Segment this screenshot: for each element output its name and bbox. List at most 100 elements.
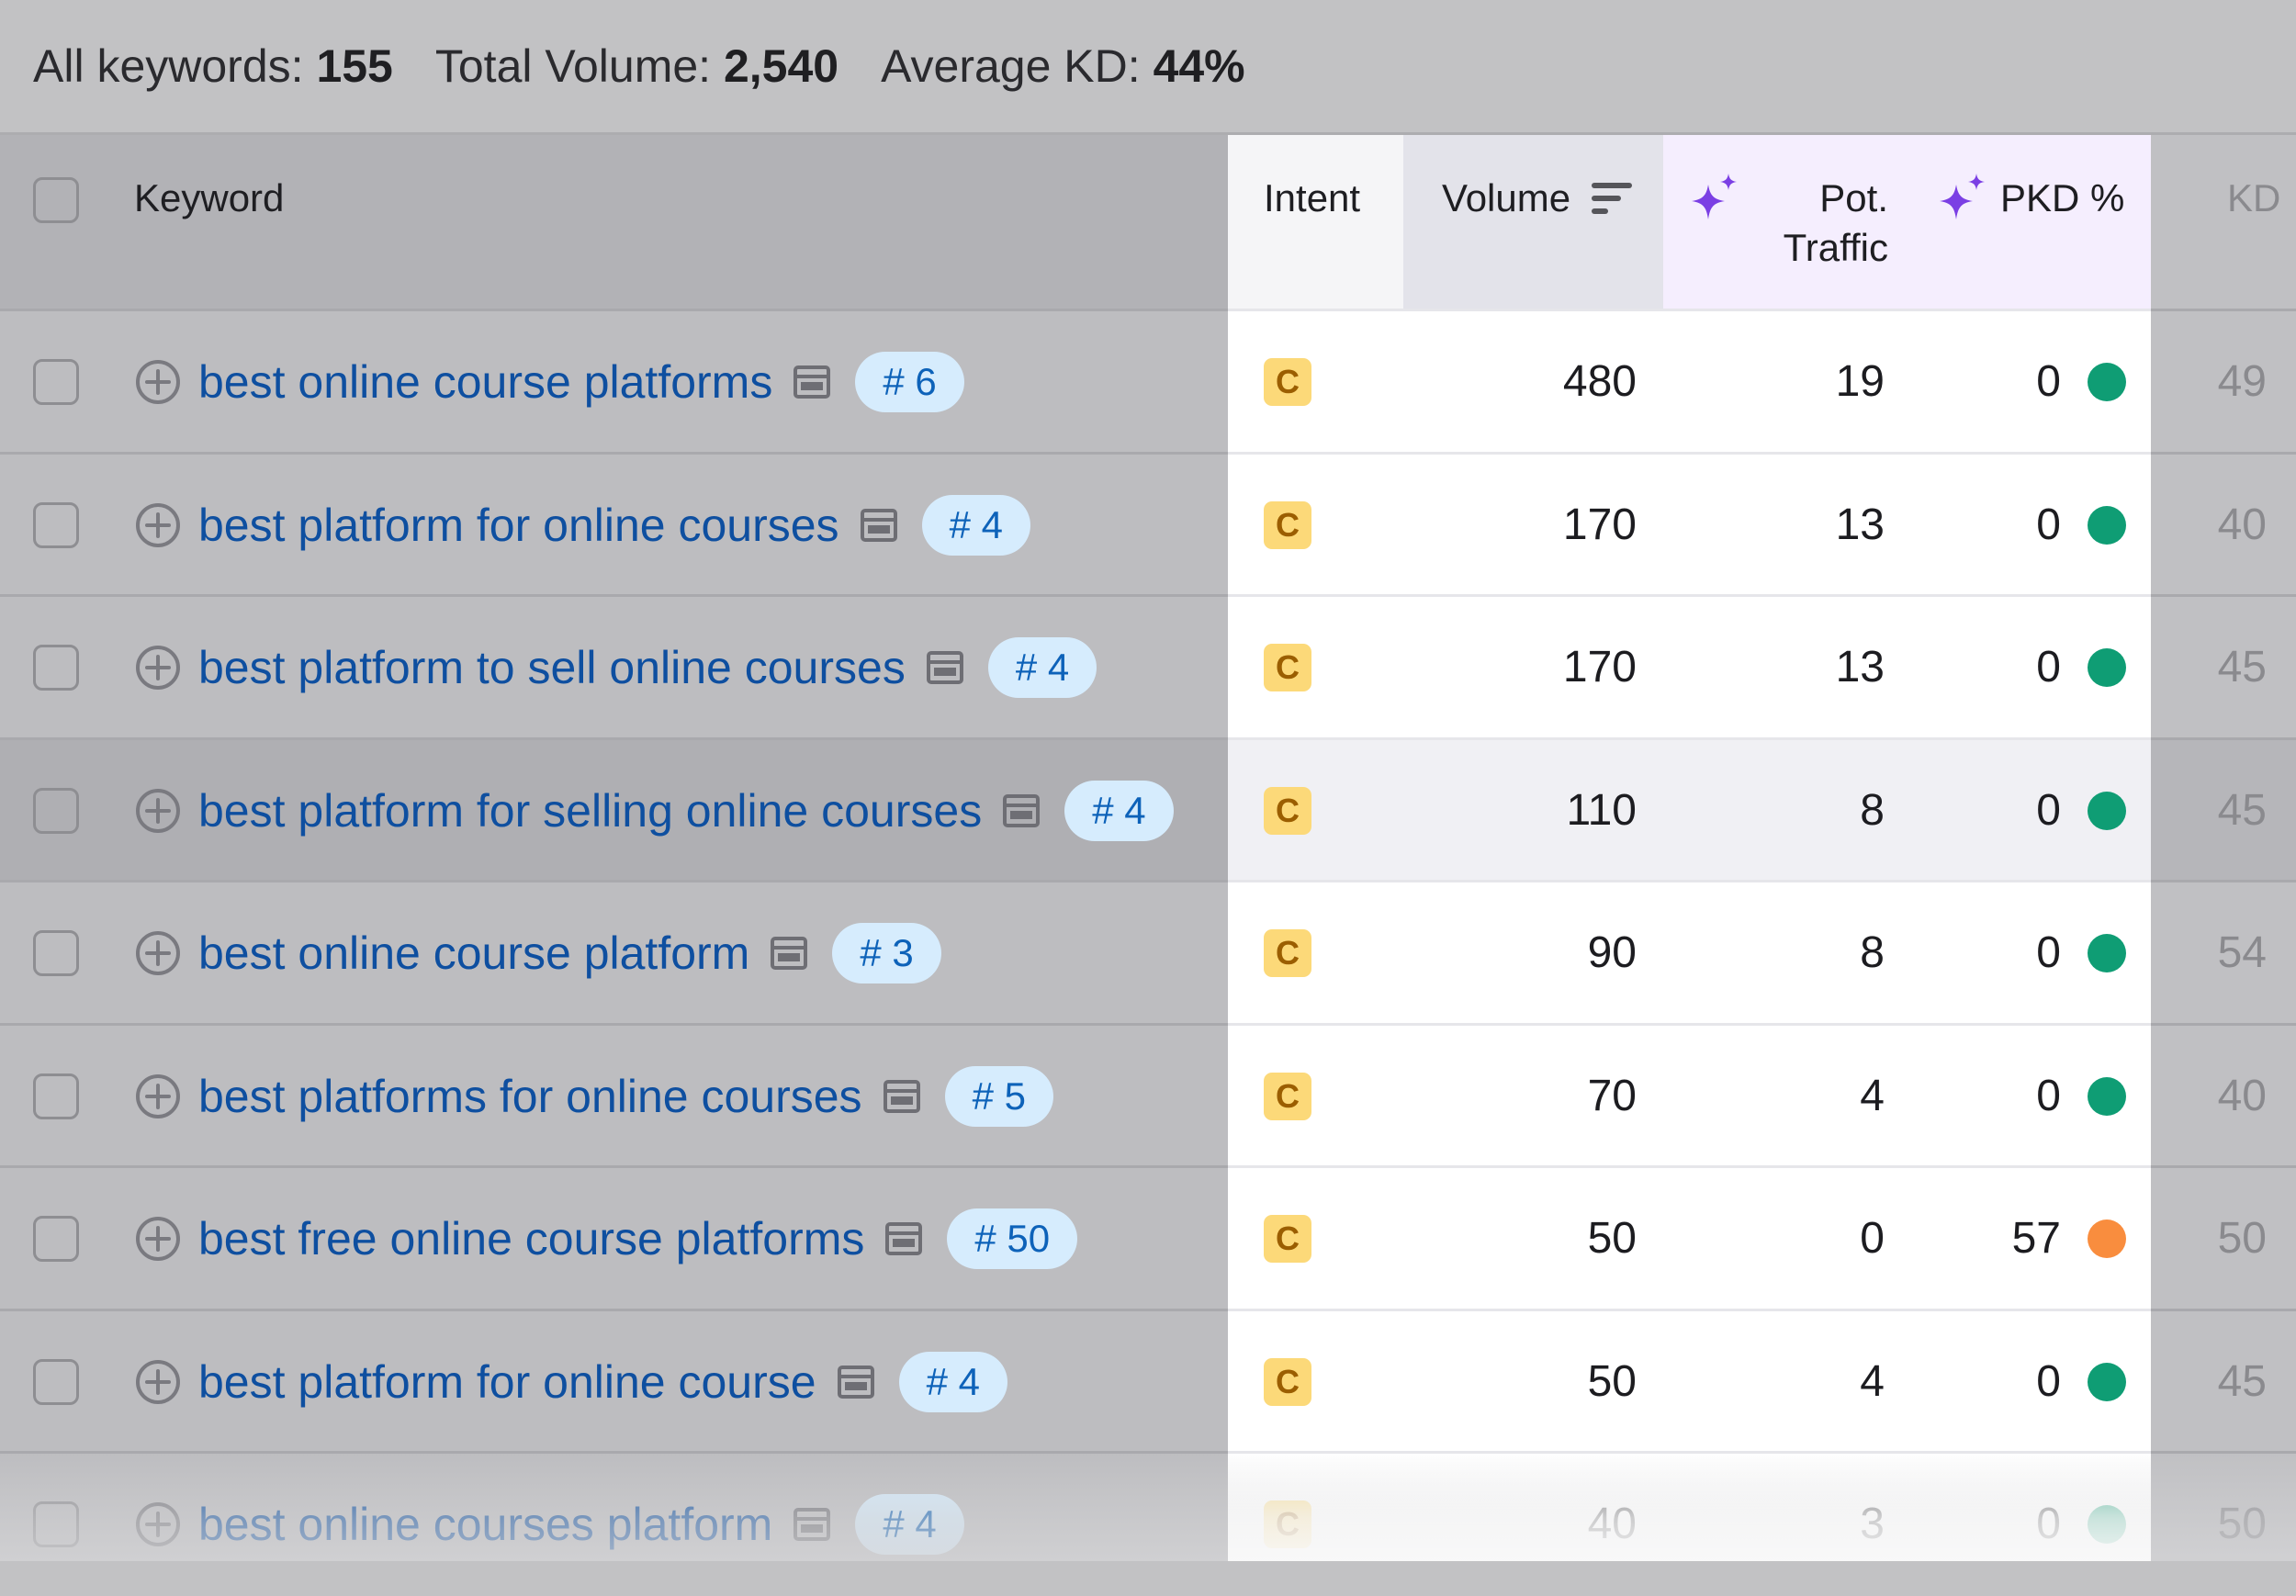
position-badge[interactable]: # 50	[947, 1208, 1078, 1269]
table-row[interactable]: best platform for online course # 4 C 50…	[0, 1311, 2296, 1454]
row-checkbox[interactable]	[33, 787, 79, 834]
intent-badge[interactable]: C	[1264, 500, 1311, 549]
volume-value: 90	[1587, 928, 1637, 977]
keyword-link[interactable]: best platform for selling online courses	[198, 784, 983, 837]
row-checkbox[interactable]	[33, 1358, 79, 1405]
intent-badge[interactable]: C	[1264, 358, 1311, 406]
row-divider	[0, 309, 2296, 311]
average-kd-label: Average KD:	[881, 40, 1141, 92]
serp-features-icon[interactable]	[793, 365, 831, 399]
volume-value: 480	[1562, 357, 1637, 406]
serp-features-icon[interactable]	[926, 650, 964, 685]
position-badge[interactable]: # 4	[921, 494, 1030, 556]
add-circle-icon[interactable]	[134, 929, 182, 977]
sort-descending-icon[interactable]	[1592, 183, 1632, 216]
add-circle-icon[interactable]	[134, 787, 182, 835]
row-divider	[0, 451, 2296, 455]
select-all-checkbox[interactable]	[33, 177, 79, 223]
intent-badge[interactable]: C	[1264, 644, 1311, 691]
pot-traffic-value: 8	[1860, 928, 1885, 977]
column-header-volume[interactable]: Volume	[1442, 176, 1571, 219]
position-badge[interactable]: # 4	[987, 637, 1097, 698]
pkd-difficulty-dot	[2088, 791, 2126, 830]
serp-features-icon[interactable]	[770, 936, 808, 971]
intent-badge[interactable]: C	[1264, 786, 1311, 835]
row-checkbox[interactable]	[33, 1216, 79, 1262]
kd-value: 45	[2217, 643, 2267, 691]
pkd-value: 57	[2011, 1214, 2061, 1263]
table-row[interactable]: best online course platforms # 6 C 480 1…	[0, 311, 2296, 454]
row-divider	[0, 880, 2296, 882]
table-row[interactable]: best platform to sell online courses # 4…	[0, 597, 2296, 739]
column-header-keyword[interactable]: Keyword	[134, 176, 285, 219]
column-header-pot-traffic-line1[interactable]: Pot.	[1819, 176, 1888, 219]
keyword-link[interactable]: best free online course platforms	[198, 1213, 865, 1264]
position-badge[interactable]: # 4	[855, 1494, 964, 1555]
pot-traffic-value: 19	[1835, 357, 1885, 406]
ai-metrics-header-cell	[1663, 135, 2151, 309]
column-header-kd[interactable]: KD	[2227, 176, 2281, 219]
add-circle-icon[interactable]	[134, 644, 182, 691]
table-row[interactable]: best online courses platform # 4 C 40 3 …	[0, 1454, 2296, 1596]
keyword-link[interactable]: best platform to sell online courses	[198, 642, 906, 693]
serp-features-icon[interactable]	[884, 1221, 923, 1256]
serp-features-icon[interactable]	[1002, 793, 1041, 828]
kd-value: 49	[2217, 357, 2267, 406]
sparkle-icon	[1692, 174, 1737, 219]
position-badge[interactable]: # 6	[855, 352, 964, 412]
keyword-link[interactable]: best online course platforms	[198, 356, 773, 408]
volume-value: 170	[1562, 643, 1637, 691]
average-kd-value: 44%	[1153, 40, 1245, 92]
serp-features-icon[interactable]	[837, 1365, 875, 1399]
position-badge[interactable]: # 4	[1064, 780, 1174, 841]
row-divider	[0, 594, 2296, 597]
table-row[interactable]: best free online course platforms # 50 C…	[0, 1168, 2296, 1310]
intent-badge[interactable]: C	[1264, 1357, 1311, 1406]
serp-features-icon[interactable]	[793, 1507, 831, 1542]
keyword-link[interactable]: best platform for online course	[198, 1355, 816, 1408]
table-row[interactable]: best online course platform # 3 C 90 8 0…	[0, 882, 2296, 1025]
pot-traffic-value: 13	[1835, 643, 1885, 691]
add-circle-icon[interactable]	[134, 358, 182, 406]
add-circle-icon[interactable]	[134, 1500, 182, 1548]
position-badge[interactable]: # 3	[832, 923, 941, 983]
row-checkbox[interactable]	[33, 359, 79, 405]
volume-header-cell[interactable]	[1403, 135, 1663, 309]
row-divider	[0, 736, 2296, 740]
pot-traffic-value: 4	[1860, 1356, 1885, 1406]
total-volume-stat: Total Volume: 2,540	[435, 39, 838, 93]
serp-features-icon[interactable]	[883, 1079, 921, 1114]
table-row[interactable]: best platform for selling online courses…	[0, 739, 2296, 882]
add-circle-icon[interactable]	[134, 1215, 182, 1263]
intent-badge[interactable]: C	[1264, 1072, 1311, 1120]
row-checkbox[interactable]	[33, 1501, 79, 1547]
column-header-intent[interactable]: Intent	[1264, 176, 1361, 219]
keyword-link[interactable]: best online courses platform	[198, 1499, 773, 1550]
row-checkbox[interactable]	[33, 930, 79, 976]
add-circle-icon[interactable]	[134, 501, 182, 549]
position-badge[interactable]: # 5	[944, 1065, 1053, 1127]
row-checkbox[interactable]	[33, 1073, 79, 1119]
add-circle-icon[interactable]	[134, 1073, 182, 1120]
position-badge[interactable]: # 4	[898, 1351, 1007, 1412]
keywords-table: Keyword Intent Volume Pot. Traffic PKD %…	[0, 135, 2296, 1561]
keyword-cell: best free online course platforms # 50	[198, 1207, 1078, 1271]
column-header-pot-traffic-line2[interactable]: Traffic	[1783, 226, 1888, 269]
column-header-pkd[interactable]: PKD %	[2000, 176, 2125, 219]
add-circle-icon[interactable]	[134, 1358, 182, 1406]
kd-value: 45	[2217, 785, 2267, 835]
table-row[interactable]: best platform for online courses # 4 C 1…	[0, 455, 2296, 597]
table-row[interactable]: best platforms for online courses # 5 C …	[0, 1026, 2296, 1168]
kd-value: 54	[2217, 928, 2267, 977]
intent-badge[interactable]: C	[1264, 1500, 1311, 1548]
intent-badge[interactable]: C	[1264, 1215, 1311, 1263]
keyword-link[interactable]: best platform for online courses	[198, 499, 839, 551]
row-checkbox[interactable]	[33, 501, 79, 548]
intent-badge[interactable]: C	[1264, 929, 1311, 977]
keyword-link[interactable]: best platforms for online courses	[198, 1070, 862, 1122]
keyword-link[interactable]: best online course platform	[198, 927, 750, 979]
row-divider	[0, 1451, 2296, 1454]
sparkle-icon	[1940, 174, 1985, 219]
row-checkbox[interactable]	[33, 645, 79, 691]
serp-features-icon[interactable]	[860, 508, 898, 543]
